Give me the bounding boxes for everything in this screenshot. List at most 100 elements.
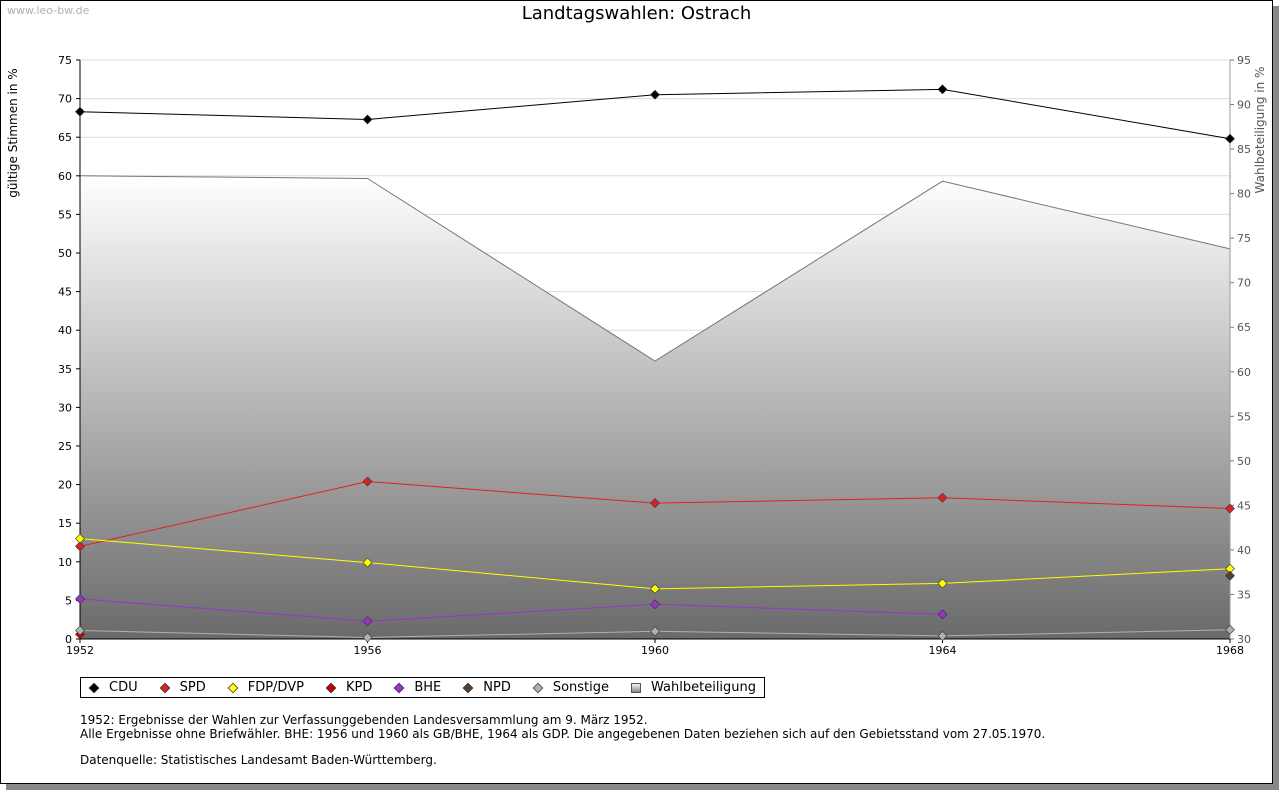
y-right-tick-label: 60 [1237, 366, 1251, 379]
legend-symbol [462, 682, 474, 693]
legend-symbol [631, 682, 642, 693]
y-tick-label: 75 [58, 54, 72, 67]
y-right-tick-label: 85 [1237, 143, 1251, 156]
y-tick-label: 65 [58, 131, 72, 144]
y-tick-label: 60 [58, 170, 72, 183]
legend: CDU SPD FDP/DVP KPD BHE NPD Sonstige Wahlbeteil… [80, 677, 766, 698]
axes: 0 5 10 15 20 25 30 35 40 45 50 55 60 65 70 75 30 35 40 45 50… [58, 54, 1251, 657]
data-point-sonstige [937, 630, 948, 641]
frame-shadow-right [1273, 6, 1279, 790]
data-point-spd [937, 492, 948, 503]
y-right-tick-label: 40 [1237, 544, 1251, 557]
source-note: Datenquelle: Statistisches Landesamt Bad… [80, 753, 437, 767]
series-line-bhe [79, 598, 943, 622]
data-point-sonstige [362, 632, 373, 643]
y-axis-title: gültige Stimmen in % [6, 68, 20, 197]
data-point-cdu [650, 89, 660, 100]
y-tick-label: 50 [58, 247, 72, 260]
y-tick-label: 10 [58, 556, 72, 569]
turnout-area [80, 175, 1230, 640]
legend-symbol [325, 682, 337, 693]
data-point-cdu [75, 106, 85, 117]
y-tick-label: 20 [58, 479, 72, 492]
legend-label: SPD [179, 680, 206, 695]
data-point-cdu [1225, 133, 1235, 144]
data-point-cdu [362, 114, 373, 125]
y-right-tick-label: 65 [1237, 321, 1251, 334]
y-right-tick-label: 50 [1237, 455, 1251, 468]
y-tick-label: 30 [58, 401, 72, 414]
frame-shadow-bottom [6, 784, 1279, 790]
data-point-npd [1225, 570, 1235, 581]
watermark: www.leo-bw.de [7, 4, 90, 17]
x-tick-label: 1964 [929, 644, 957, 657]
legend-item: Wahlbeteiligung [631, 680, 756, 695]
y-right-tick-label: 70 [1237, 277, 1251, 290]
y-tick-label: 45 [58, 286, 72, 299]
legend-item: KPD [325, 680, 373, 695]
data-point-bhe [650, 599, 660, 610]
turnout-area-layer [79, 175, 1231, 640]
data-point-fdp-dvp [650, 583, 660, 594]
note-line-2: Alle Ergebnisse ohne Briefwähler. BHE: 1… [80, 727, 1046, 741]
y-tick-label: 5 [65, 594, 72, 607]
legend-label: NPD [483, 680, 511, 695]
y-right-tick-label: 90 [1237, 99, 1251, 112]
data-point-sonstige [75, 625, 85, 636]
y-right-tick-label: 95 [1237, 54, 1251, 67]
data-point-fdp-dvp [937, 578, 948, 589]
y-tick-label: 40 [58, 324, 72, 337]
legend-symbol [227, 682, 239, 693]
y-tick-label: 15 [58, 517, 72, 530]
x-tick-label: 1960 [641, 644, 669, 657]
legend-item: BHE [394, 680, 441, 695]
data-point-cdu [937, 84, 948, 95]
legend-item: NPD [462, 680, 511, 695]
data-point-sonstige [1225, 624, 1235, 635]
legend-item: FDP/DVP [227, 680, 304, 695]
data-point-spd [362, 476, 373, 487]
chart-title: Landtagswahlen: Ostrach [521, 3, 752, 24]
legend-item: Sonstige [532, 680, 610, 695]
y-tick-label: 35 [58, 363, 72, 376]
y-right-tick-label: 35 [1237, 588, 1251, 601]
y-right-tick-label: 80 [1237, 188, 1251, 201]
legend-item: CDU [88, 680, 138, 695]
note-line-1: 1952: Ergebnisse der Wahlen zur Verfassu… [80, 713, 648, 727]
legend-label: CDU [109, 680, 138, 695]
data-point-bhe [362, 616, 373, 627]
data-point-sonstige [650, 626, 660, 637]
turnout-line [79, 175, 1231, 362]
data-point-spd [650, 498, 660, 509]
legend-symbol [159, 682, 170, 693]
legend-symbol [88, 682, 100, 693]
data-point-fdp-dvp [75, 533, 85, 544]
legend-label: KPD [345, 680, 373, 695]
y-right-tick-label: 45 [1237, 499, 1251, 512]
legend-symbol [532, 682, 544, 693]
y-tick-label: 0 [65, 633, 72, 646]
y-right-tick-label: 30 [1237, 633, 1251, 646]
y-axis-right-title: Wahlbeteiligung in % [1253, 67, 1267, 194]
legend-symbol [394, 682, 405, 693]
legend-label: FDP/DVP [247, 680, 304, 695]
legend-label: BHE [414, 680, 442, 695]
y-right-tick-label: 75 [1237, 232, 1251, 245]
legend-item: SPD [159, 680, 206, 695]
x-tick-label: 1956 [354, 644, 382, 657]
data-point-bhe [937, 609, 948, 620]
series-layer [75, 84, 1235, 643]
y-tick-label: 55 [58, 208, 72, 221]
data-point-spd [75, 541, 85, 552]
x-tick-label: 1952 [66, 644, 94, 657]
y-right-tick-label: 55 [1237, 410, 1251, 423]
data-point-spd [1225, 503, 1235, 514]
x-tick-label: 1968 [1216, 644, 1244, 657]
data-point-bhe [75, 593, 85, 604]
y-tick-label: 25 [58, 440, 72, 453]
data-point-fdp-dvp [362, 557, 373, 568]
legend-label: Sonstige [552, 680, 610, 695]
legend-label: Wahlbeteiligung [651, 680, 757, 695]
y-tick-label: 70 [58, 93, 72, 106]
